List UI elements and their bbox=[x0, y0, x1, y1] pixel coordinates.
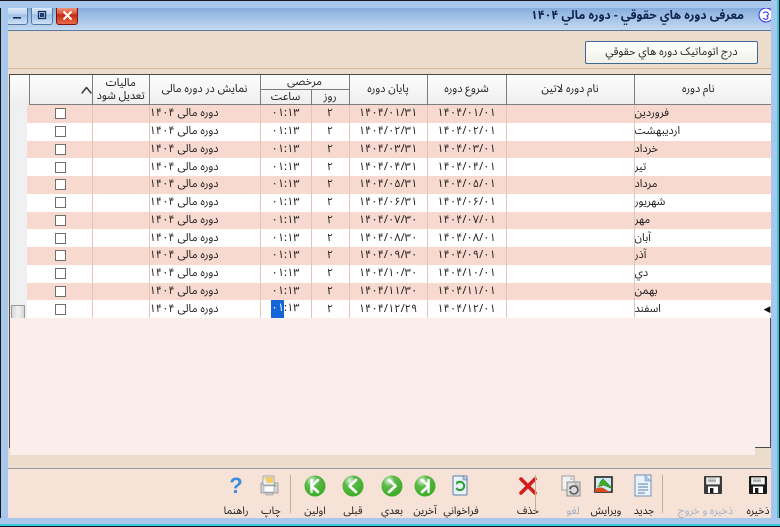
svg-text:?: ? bbox=[229, 475, 242, 497]
